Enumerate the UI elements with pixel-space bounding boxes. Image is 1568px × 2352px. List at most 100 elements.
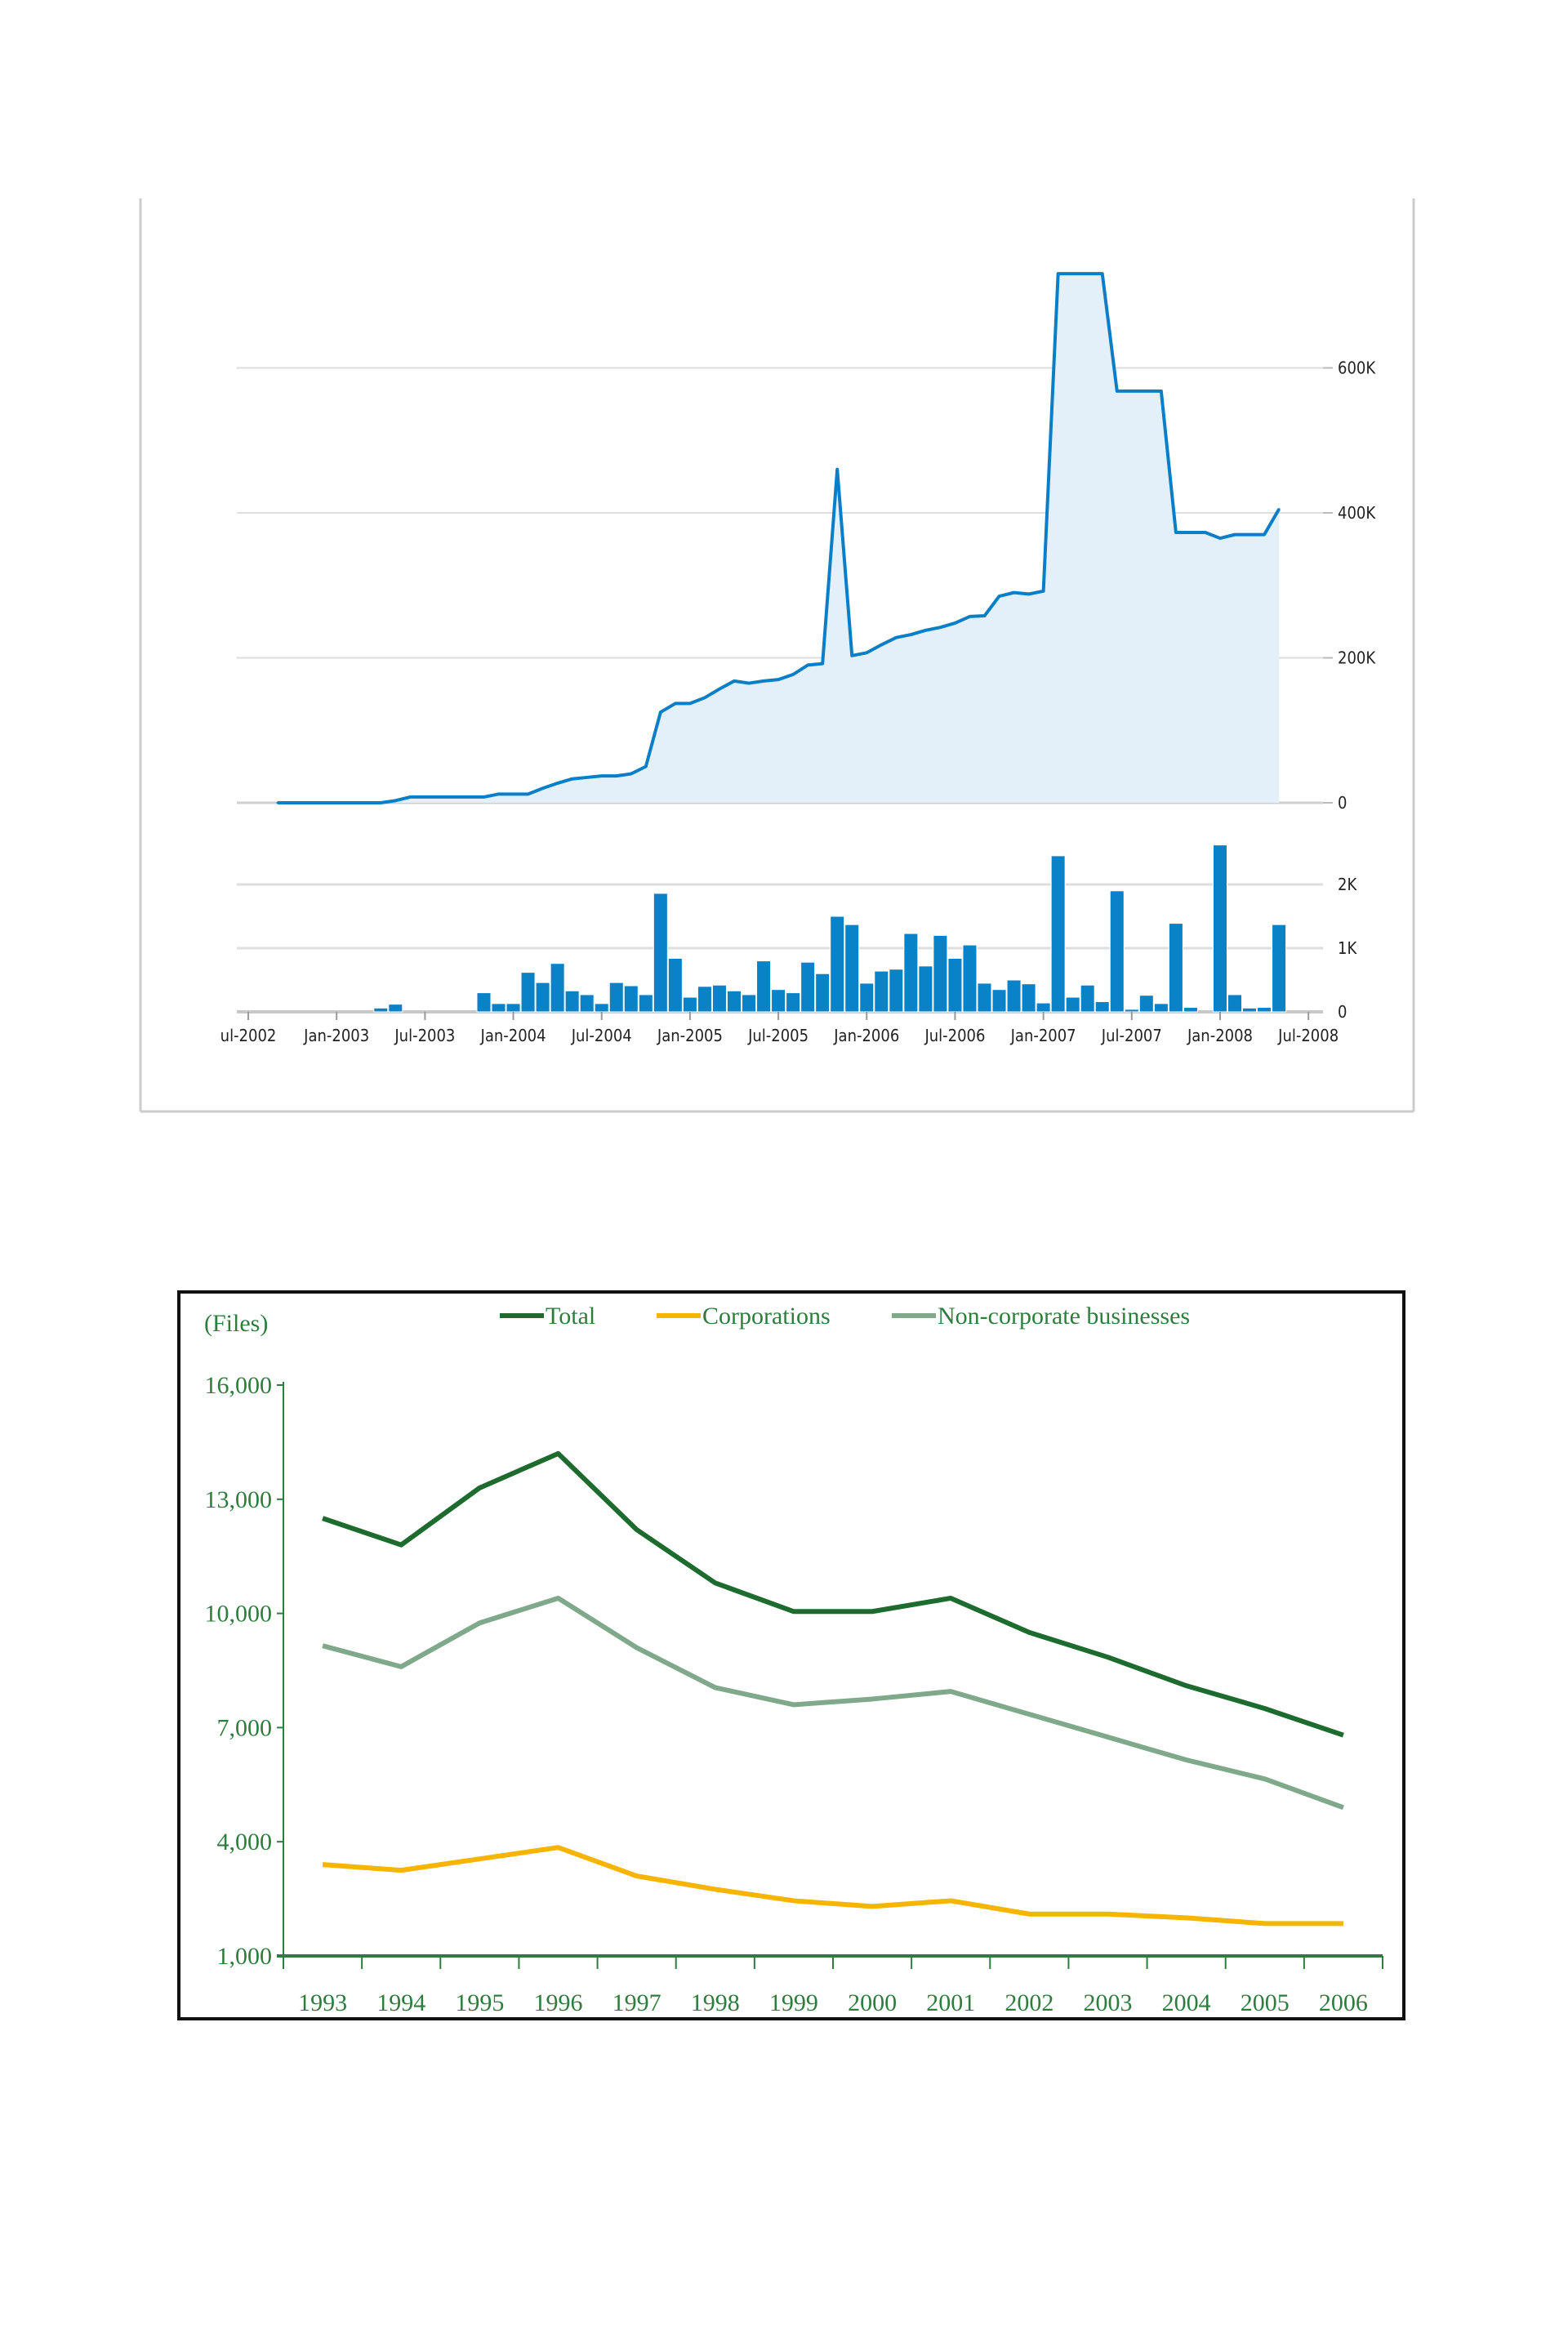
data-point	[1204, 531, 1207, 534]
data-point	[659, 710, 662, 714]
data-point	[1145, 390, 1148, 393]
bar	[918, 965, 933, 1013]
area-fill	[278, 274, 1280, 803]
data-point	[1027, 592, 1031, 595]
data-point	[674, 702, 677, 705]
bar	[756, 960, 772, 1013]
bar	[373, 1007, 389, 1013]
data-point	[644, 765, 648, 768]
y-tick-label: 13,000	[205, 1486, 273, 1513]
line-chart-series	[276, 272, 1281, 804]
data-point	[276, 801, 279, 804]
data-point	[909, 633, 912, 636]
bar	[786, 992, 801, 1013]
bar	[977, 982, 992, 1013]
data-point	[630, 773, 633, 775]
bar	[1109, 890, 1125, 1013]
data-point	[586, 776, 589, 779]
data-point	[571, 777, 574, 781]
x-tick-label: Jan-2006	[833, 1026, 899, 1045]
legend-label: Non-corporate businesses	[938, 1303, 1190, 1330]
data-point	[438, 795, 441, 799]
data-point	[938, 626, 942, 629]
data-point	[747, 682, 751, 685]
bar	[711, 984, 727, 1013]
y-tick-label: 4,000	[217, 1829, 273, 1855]
data-point	[615, 774, 618, 777]
x-tick-label: 1996	[534, 1989, 583, 2016]
data-point	[850, 654, 853, 657]
data-point	[408, 795, 412, 799]
data-point	[821, 662, 824, 666]
x-tick-label: 1995	[455, 1989, 504, 2016]
y-axis-unit-label: (Files)	[204, 1310, 268, 1337]
bar	[1080, 984, 1095, 1013]
x-tick-label: Jul-2008	[1277, 1026, 1339, 1045]
bar	[889, 969, 904, 1013]
x-tick-label: Jan-2005	[657, 1026, 723, 1045]
x-tick-label: 1999	[769, 1989, 818, 2016]
bar	[1050, 855, 1066, 1013]
data-point	[924, 629, 927, 632]
data-point	[305, 801, 309, 804]
data-point	[1189, 531, 1192, 534]
y-tick-label: 7,000	[217, 1714, 273, 1741]
axes: 1,000 4,000 7,000 10,000 13,000 16,000 1993 199…	[205, 1372, 1383, 2016]
x-tick-label: Jul-2004	[571, 1026, 632, 1045]
data-point	[703, 696, 706, 699]
bar	[653, 893, 668, 1013]
y-tick-label: 10,000	[205, 1601, 273, 1628]
data-point	[350, 801, 353, 804]
filings-area-bar-chart: 0 200K 400K 600K 0 1K 2K ul-2002 Jan-2003 Jul-2…	[139, 198, 1415, 1113]
data-point	[379, 801, 382, 804]
data-point	[806, 663, 809, 666]
y-tick-label: 0	[1338, 1002, 1347, 1022]
series-corporations	[322, 1845, 1344, 1927]
series-line	[322, 1595, 1344, 1811]
x-tick-label: 2001	[926, 1989, 975, 2016]
data-point	[1130, 390, 1134, 393]
bar	[579, 994, 595, 1013]
data-point	[1174, 531, 1178, 534]
x-tick-label: 2005	[1241, 1989, 1290, 2016]
bar	[1242, 1007, 1258, 1013]
data-point	[1057, 272, 1060, 275]
data-point	[320, 801, 323, 804]
x-tick-label: Jan-2008	[1187, 1026, 1253, 1045]
data-point	[1263, 533, 1266, 537]
data-point	[600, 774, 604, 777]
data-point	[1042, 590, 1045, 593]
data-point	[335, 801, 338, 804]
bar	[550, 963, 565, 1013]
data-point	[467, 795, 470, 799]
bar	[991, 989, 1007, 1013]
data-point	[983, 614, 986, 617]
data-point	[880, 644, 883, 647]
x-tick-label: 2006	[1319, 1989, 1368, 2016]
data-point	[953, 621, 956, 625]
data-point	[865, 651, 868, 654]
bar	[623, 985, 639, 1013]
y-tick-label: 1,000	[217, 1943, 273, 1970]
x-tick-label: 2004	[1162, 1989, 1211, 2016]
data-point	[482, 795, 485, 799]
bar-chart-y-axis: 0 1K 2K	[1338, 875, 1357, 1022]
y-tick-label: 200K	[1338, 648, 1376, 668]
y-tick-label: 16,000	[205, 1372, 273, 1399]
series-lines	[322, 1450, 1344, 1927]
data-point	[777, 678, 780, 681]
bar	[1227, 994, 1243, 1013]
bar	[1094, 1001, 1110, 1013]
x-tick-label: 2003	[1084, 1989, 1133, 2016]
x-tick-label: 1993	[298, 1989, 347, 2016]
bar	[800, 961, 816, 1013]
y-tick-label: 600K	[1338, 359, 1376, 378]
bar	[520, 972, 536, 1013]
data-point	[556, 782, 559, 785]
data-point	[894, 636, 898, 639]
data-point	[1248, 533, 1251, 537]
chart1-frame	[139, 198, 1415, 1113]
bar	[742, 994, 757, 1013]
legend: Total Corporations Non-corporate businesse…	[500, 1303, 1190, 1330]
